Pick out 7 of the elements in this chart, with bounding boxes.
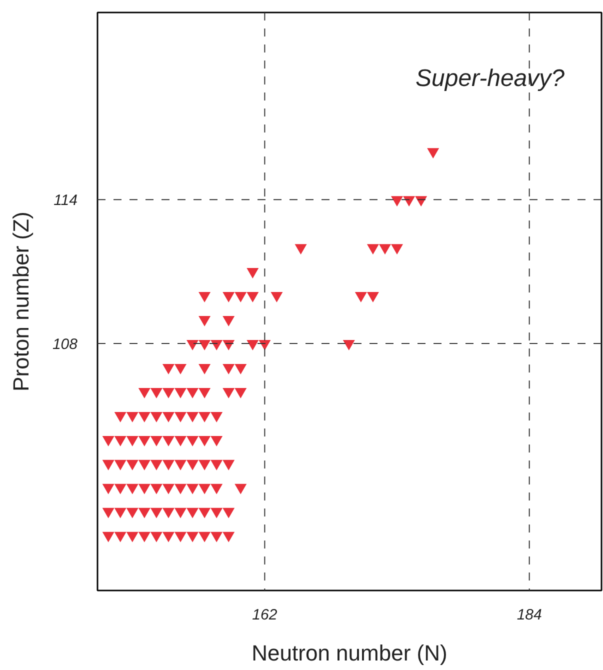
x-tick-label: 184 xyxy=(516,606,542,624)
x-axis-title: Neutron number (N) xyxy=(252,640,448,666)
x-tick-label: 162 xyxy=(252,606,278,624)
y-axis-title: Proton number (Z) xyxy=(8,212,34,392)
annotation: Super-heavy? xyxy=(416,65,566,92)
y-tick-label: 114 xyxy=(54,192,78,210)
y-tick-label: 108 xyxy=(52,336,78,353)
